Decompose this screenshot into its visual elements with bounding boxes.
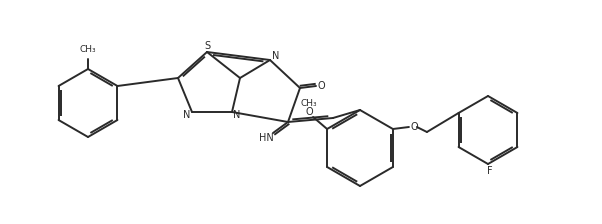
Text: O: O	[317, 81, 325, 91]
Text: CH₃: CH₃	[79, 45, 96, 54]
Text: O: O	[410, 122, 418, 132]
Text: O: O	[305, 107, 313, 117]
Text: HN: HN	[259, 133, 273, 143]
Text: F: F	[487, 166, 493, 176]
Text: S: S	[204, 41, 210, 51]
Text: N: N	[184, 110, 191, 120]
Text: N: N	[234, 110, 241, 120]
Text: CH₃: CH₃	[301, 99, 317, 108]
Text: N: N	[272, 51, 280, 61]
